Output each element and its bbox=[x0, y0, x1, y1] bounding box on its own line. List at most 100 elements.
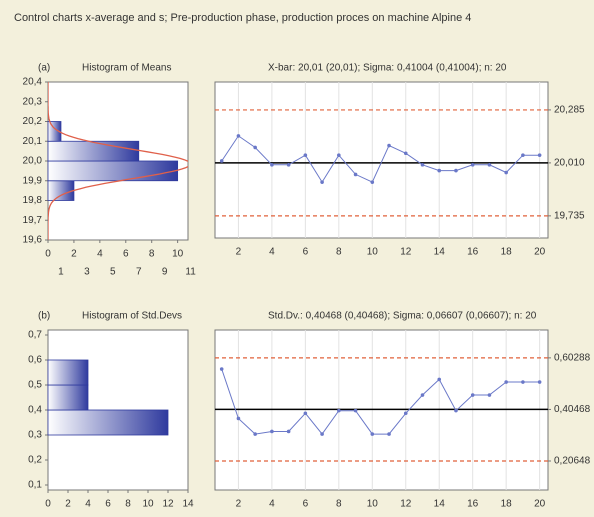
histogram-bar bbox=[47, 359, 89, 386]
data-point bbox=[320, 180, 324, 184]
y-tick-label: 0,5 bbox=[28, 380, 42, 391]
y-tick-label: 20,3 bbox=[23, 96, 43, 107]
data-point bbox=[303, 153, 308, 157]
data-point bbox=[320, 432, 324, 436]
x-tick-label: 10 bbox=[172, 249, 184, 260]
data-point bbox=[387, 432, 391, 436]
x-tick-label: 2 bbox=[236, 247, 242, 258]
data-point bbox=[370, 180, 375, 184]
histogram-bar bbox=[47, 409, 169, 436]
histogram-bar bbox=[47, 140, 140, 162]
data-point bbox=[403, 411, 408, 416]
x-tick-label: 18 bbox=[501, 499, 513, 510]
histogram-bar bbox=[47, 180, 75, 201]
x-tick-label: 4 bbox=[97, 249, 103, 260]
x-tick-label-secondary: 5 bbox=[110, 267, 116, 278]
x-tick-label: 10 bbox=[367, 499, 379, 510]
y-tick-label: 19,7 bbox=[23, 215, 43, 226]
y-tick-label: 0,2 bbox=[28, 455, 42, 466]
y-tick-label: 0,6 bbox=[28, 355, 42, 366]
y-tick-label: 19,8 bbox=[23, 195, 43, 206]
y-tick-label: 20,010 bbox=[554, 158, 585, 169]
histogram-bar bbox=[47, 121, 62, 142]
data-point bbox=[454, 168, 458, 173]
y-tick-label: 0,3 bbox=[28, 430, 42, 441]
data-point bbox=[387, 143, 391, 148]
data-point bbox=[537, 153, 542, 157]
x-tick-label: 8 bbox=[149, 249, 155, 260]
x-tick-label: 12 bbox=[400, 499, 412, 510]
x-tick-label: 14 bbox=[182, 499, 194, 510]
y-tick-label: 19,735 bbox=[554, 210, 585, 221]
y-tick-label: 0,7 bbox=[28, 330, 42, 341]
x-tick-label-secondary: 3 bbox=[84, 267, 90, 278]
plot-area bbox=[214, 81, 549, 239]
data-point bbox=[403, 151, 408, 156]
data-point bbox=[537, 380, 542, 384]
y-tick-label: 0,20648 bbox=[554, 456, 591, 467]
histogram-title: Histogram of Means bbox=[82, 63, 171, 74]
x-tick-label: 2 bbox=[71, 249, 77, 260]
x-tick-label: 20 bbox=[534, 499, 546, 510]
x-tick-label: 4 bbox=[85, 499, 91, 510]
x-tick-label: 0 bbox=[45, 249, 51, 260]
x-tick-label: 14 bbox=[434, 247, 446, 258]
data-point bbox=[286, 429, 291, 434]
data-point bbox=[487, 393, 492, 397]
x-tick-label: 12 bbox=[162, 499, 174, 510]
x-tick-label: 10 bbox=[367, 247, 379, 258]
x-tick-label: 8 bbox=[336, 499, 342, 510]
data-point bbox=[303, 411, 308, 416]
x-tick-label: 4 bbox=[269, 499, 275, 510]
x-tick-label-secondary: 1 bbox=[58, 267, 64, 278]
y-tick-label: 0,4 bbox=[28, 405, 42, 416]
data-point bbox=[353, 408, 358, 413]
data-line bbox=[221, 368, 540, 435]
x-tick-label: 2 bbox=[236, 499, 242, 510]
data-point bbox=[420, 163, 425, 167]
x-tick-label: 10 bbox=[142, 499, 154, 510]
data-point bbox=[337, 408, 341, 413]
x-tick-label: 2 bbox=[65, 499, 71, 510]
x-tick-label-secondary: 7 bbox=[136, 267, 142, 278]
y-tick-label: 20,285 bbox=[554, 105, 585, 116]
y-tick-label: 0,60288 bbox=[554, 353, 591, 364]
data-line bbox=[221, 135, 540, 184]
chart-subtitle: X-bar: 20,01 (20,01); Sigma: 0,41004 (0,… bbox=[268, 63, 507, 74]
data-point bbox=[219, 159, 224, 163]
y-tick-label: 0,1 bbox=[28, 480, 42, 491]
x-tick-label-secondary: 9 bbox=[162, 267, 168, 278]
data-point bbox=[286, 163, 291, 167]
data-point bbox=[337, 153, 341, 157]
x-tick-label: 20 bbox=[534, 247, 546, 258]
x-tick-label: 12 bbox=[400, 247, 412, 258]
data-point bbox=[270, 163, 274, 167]
data-point bbox=[521, 153, 525, 157]
x-tick-label: 6 bbox=[303, 499, 309, 510]
histogram-title: Histogram of Std.Devs bbox=[82, 311, 182, 322]
x-tick-label: 16 bbox=[467, 499, 479, 510]
data-point bbox=[470, 163, 475, 167]
panel-label: (b) bbox=[38, 311, 50, 322]
chart-subtitle: Std.Dv.: 0,40468 (0,40468); Sigma: 0,066… bbox=[268, 311, 537, 322]
x-tick-label: 6 bbox=[105, 499, 111, 510]
data-point bbox=[521, 380, 525, 384]
x-tick-label: 8 bbox=[125, 499, 131, 510]
panel-label: (a) bbox=[38, 63, 50, 74]
histogram-bar bbox=[47, 384, 89, 411]
data-point bbox=[236, 416, 241, 421]
data-point bbox=[253, 432, 257, 436]
y-tick-label: 19,9 bbox=[23, 175, 43, 186]
histogram-bar bbox=[47, 160, 179, 182]
x-tick-label: 6 bbox=[123, 249, 129, 260]
y-tick-label: 20,0 bbox=[23, 156, 43, 167]
data-point bbox=[236, 134, 241, 138]
x-tick-label: 0 bbox=[45, 499, 51, 510]
data-point bbox=[219, 367, 224, 371]
x-tick-label-secondary: 11 bbox=[185, 267, 196, 278]
data-point bbox=[270, 429, 274, 434]
data-point bbox=[253, 145, 257, 150]
y-tick-label: 20,2 bbox=[23, 116, 43, 127]
data-point bbox=[437, 377, 442, 382]
